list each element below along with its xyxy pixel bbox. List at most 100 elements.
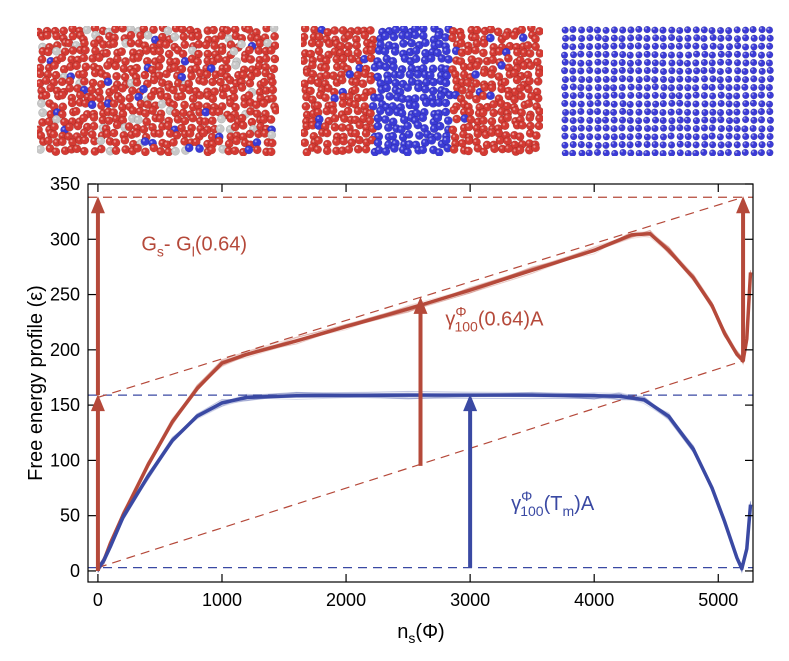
atom-highlight: [315, 103, 318, 106]
atom-highlight: [474, 139, 477, 142]
atom-highlight: [248, 57, 251, 60]
atom-highlight: [263, 56, 266, 59]
atom: [709, 100, 717, 108]
atom-highlight: [59, 111, 63, 115]
atom-highlight: [164, 94, 168, 97]
atom-highlight: [353, 117, 356, 120]
atom-highlight: [669, 142, 672, 145]
atom: [683, 59, 692, 67]
atom-highlight: [349, 140, 352, 143]
atom-highlight: [167, 131, 171, 134]
atom-highlight: [759, 52, 762, 56]
atom-highlight: [652, 150, 656, 153]
atom-highlight: [379, 87, 382, 90]
atom: [594, 92, 602, 100]
atom: [610, 125, 618, 133]
atom-highlight: [262, 131, 265, 134]
atom-highlight: [158, 56, 161, 59]
atom-highlight: [211, 27, 214, 30]
atom-highlight: [103, 126, 107, 129]
atom: [403, 121, 413, 131]
atom: [479, 116, 488, 126]
atom-highlight: [302, 140, 305, 143]
atom: [411, 54, 421, 64]
atom-highlight: [100, 117, 103, 121]
atom: [659, 108, 667, 117]
atom-highlight: [413, 56, 416, 59]
atom-highlight: [562, 133, 565, 137]
atom-highlight: [458, 40, 462, 44]
atom-highlight: [62, 119, 65, 122]
atom: [734, 67, 742, 75]
atom: [700, 75, 709, 83]
atom-highlight: [660, 110, 663, 113]
atom: [95, 93, 105, 103]
atom: [643, 75, 651, 83]
atom: [222, 63, 232, 73]
atom-highlight: [340, 101, 343, 104]
atom-highlight: [318, 92, 321, 95]
atom-highlight: [519, 110, 522, 113]
atom-highlight: [445, 118, 449, 121]
atom-highlight: [628, 150, 631, 153]
atom: [261, 54, 271, 64]
atom-highlight: [534, 59, 538, 62]
atom-highlight: [163, 42, 166, 45]
atom-highlight: [767, 52, 770, 55]
atom: [126, 30, 136, 40]
atom: [172, 130, 182, 140]
atom-highlight: [111, 41, 114, 44]
atom: [561, 42, 569, 50]
atom-highlight: [636, 118, 639, 121]
atom-highlight: [513, 108, 516, 111]
atom: [162, 69, 171, 79]
atom: [463, 46, 473, 56]
atom-highlight: [519, 73, 522, 77]
atom-highlight: [136, 41, 139, 44]
atom-highlight: [311, 111, 314, 114]
atom-highlight: [77, 100, 80, 103]
atom: [561, 76, 569, 84]
atom: [178, 108, 188, 118]
atom-highlight: [611, 117, 615, 121]
atom-highlight: [661, 69, 664, 72]
atom-highlight: [718, 77, 721, 80]
atom-highlight: [193, 89, 197, 92]
sample-curve: [97, 394, 752, 570]
atom-highlight: [484, 58, 488, 62]
atom-highlight: [309, 40, 312, 43]
atom: [268, 77, 277, 87]
atom-highlight: [702, 117, 705, 120]
atom: [410, 30, 420, 40]
atom-highlight: [431, 37, 434, 40]
atom-highlight: [322, 124, 326, 127]
atom: [313, 145, 322, 154]
atom-highlight: [234, 138, 237, 141]
atom: [301, 56, 309, 66]
atom: [463, 78, 473, 88]
atom-highlight: [85, 94, 88, 98]
atom-highlight: [338, 43, 341, 47]
atom: [626, 51, 634, 59]
atom-highlight: [240, 149, 244, 153]
atom-highlight: [718, 51, 722, 55]
atom-highlight: [709, 28, 712, 31]
atom: [724, 148, 733, 156]
atom-highlight: [220, 66, 223, 69]
atom-highlight: [726, 60, 729, 63]
atom: [380, 115, 390, 124]
atom-highlight: [735, 151, 738, 154]
atom-highlight: [217, 126, 221, 129]
atom-highlight: [409, 40, 412, 44]
atom-highlight: [127, 95, 130, 98]
atom-highlight: [519, 27, 522, 30]
atom-highlight: [645, 85, 648, 88]
atom-highlight: [563, 110, 566, 113]
atom: [627, 66, 635, 75]
atom-highlight: [668, 109, 672, 113]
atom-highlight: [391, 34, 394, 37]
atom-highlight: [562, 150, 566, 154]
atom-highlight: [144, 48, 147, 51]
atom-highlight: [352, 87, 356, 90]
atom-highlight: [360, 81, 363, 84]
